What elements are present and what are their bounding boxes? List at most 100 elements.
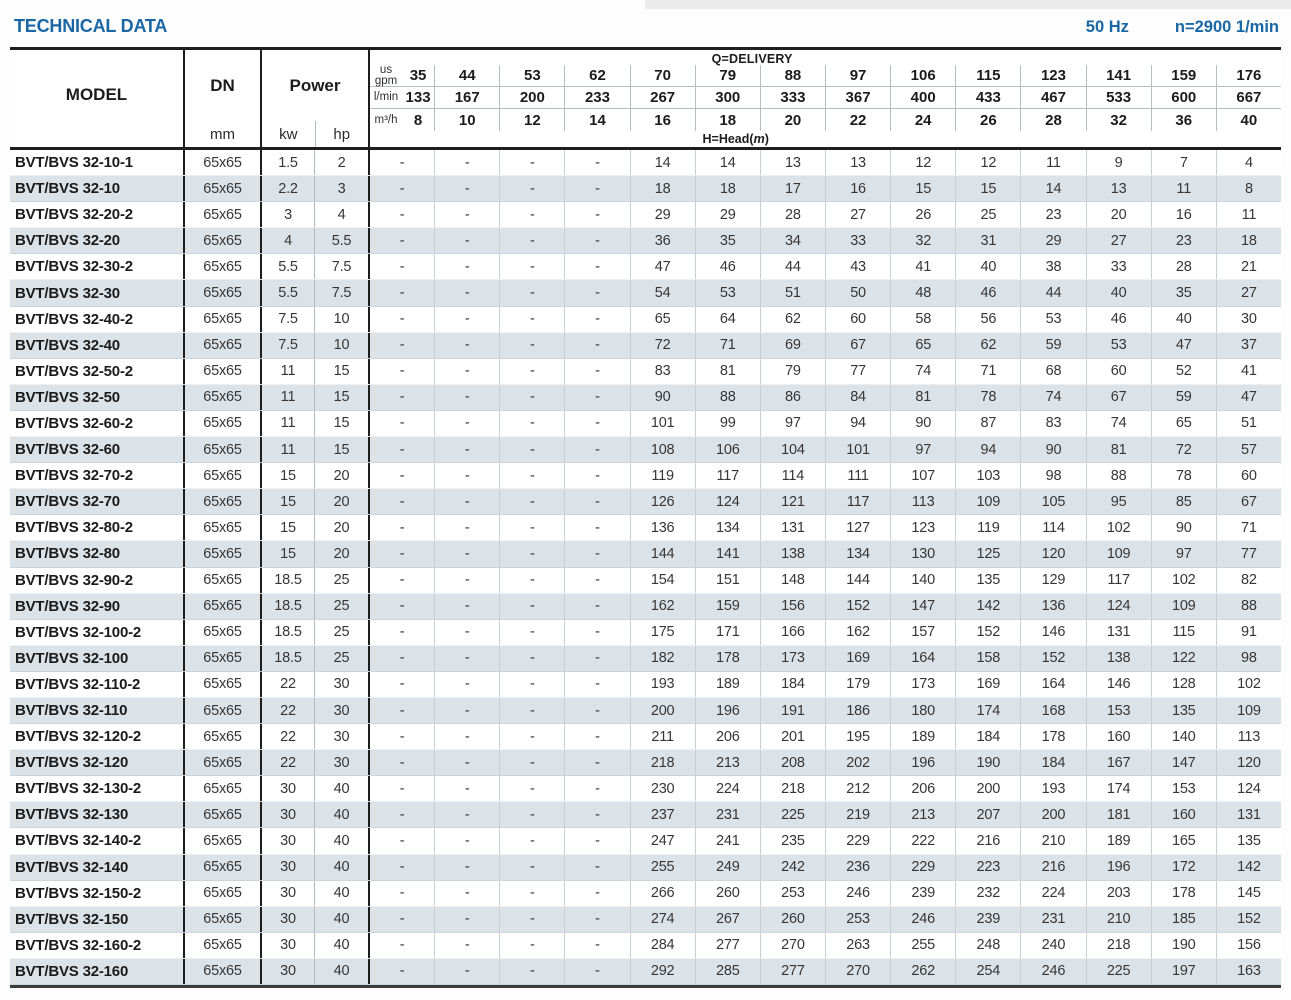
head-cell: 59 <box>1021 332 1087 358</box>
table-header: MODEL DN mm Power kw hp Q=DELIVERY us gp… <box>10 50 1281 150</box>
head-cell: 138 <box>761 541 826 567</box>
head-cell: 172 <box>1152 854 1217 880</box>
head-cell: 53 <box>1087 332 1152 358</box>
head-cell: 148 <box>761 567 826 593</box>
unit-value-cell: 106 <box>891 65 957 86</box>
head-cell: - <box>435 750 501 776</box>
head-cell: 74 <box>891 358 957 384</box>
head-cell: 270 <box>761 932 826 958</box>
head-cell: - <box>435 619 501 645</box>
unit-value: 16 <box>654 111 671 129</box>
head-cell: 292 <box>631 958 696 984</box>
model-cell: BVT/BVS 32-100-2 <box>10 619 185 645</box>
unit-value: 88 <box>784 67 802 84</box>
head-cell: - <box>565 802 631 828</box>
head-cell: 51 <box>761 280 826 306</box>
hp-cell: 40 <box>315 854 370 880</box>
head-cell: - <box>370 880 436 906</box>
unit-value: 12 <box>524 111 541 129</box>
head-cell: - <box>565 228 631 254</box>
hp-cell: 5.5 <box>315 228 370 254</box>
head-cell: 21 <box>1241 258 1257 275</box>
head-cell: 224 <box>1021 880 1087 906</box>
dn-unit-label: mm <box>210 125 235 143</box>
unit-value: 667 <box>1236 89 1262 106</box>
head-cell: 81 <box>1087 437 1152 463</box>
head-cell: - <box>500 593 566 619</box>
model-cell: BVT/BVS 32-60 <box>10 437 185 463</box>
head-cell: - <box>435 410 501 437</box>
model-cell: BVT/BVS 32-160 <box>10 958 185 984</box>
kw-cell: 18.5 <box>262 593 315 619</box>
head-cell: 108 <box>631 437 696 463</box>
hp-cell: 25 <box>315 645 370 671</box>
table-row: BVT/BVS 32-120 65x65 22 30- - - -218 213 208 202 1… <box>10 750 1281 777</box>
unit-value-cell: m³/h 8 <box>370 109 436 131</box>
head-cell: - <box>370 619 436 645</box>
head-cell: - <box>370 489 436 515</box>
head-cell: 64 <box>696 306 761 332</box>
hp-cell: 40 <box>315 906 370 932</box>
head-cell: 266 <box>631 880 696 906</box>
kw-cell: 18.5 <box>262 567 315 593</box>
table-row: BVT/BVS 32-60-2 65x65 11 15- - - -101 99 97 94 90 8… <box>10 410 1281 438</box>
unit-value: 133 <box>405 89 431 106</box>
table-row: BVT/BVS 32-150 65x65 30 40- - - -274 267 260 253 2… <box>10 906 1281 933</box>
head-cell: 235 <box>761 828 826 854</box>
dn-cell: 65x65 <box>185 384 262 410</box>
unit-value: 53 <box>524 67 541 84</box>
hp-cell: 40 <box>315 828 370 854</box>
dn-cell: 65x65 <box>185 776 262 802</box>
head-cell: 284 <box>631 932 696 958</box>
head-cell: 218 <box>631 750 696 776</box>
unit-value: 97 <box>849 67 867 84</box>
power-header-label: Power <box>289 75 341 95</box>
head-cell: 74 <box>1021 384 1087 410</box>
dn-cell: 65x65 <box>185 437 262 463</box>
head-cell: 59 <box>1152 384 1217 410</box>
unit-value-cell: 600 <box>1152 87 1217 108</box>
head-cell: - <box>370 515 436 541</box>
unit-value: 267 <box>650 89 676 106</box>
unit-value-cell: 32 <box>1087 109 1152 131</box>
hp-cell: 40 <box>315 932 370 958</box>
model-cell: BVT/BVS 32-120 <box>10 750 185 776</box>
model-cell: BVT/BVS 32-90 <box>10 593 185 619</box>
kw-cell: 22 <box>262 750 315 776</box>
hp-cell: 40 <box>315 880 370 906</box>
head-cell: 165 <box>1152 828 1217 854</box>
head-cell: 25 <box>956 202 1022 228</box>
head-cell: 113 <box>1237 728 1261 745</box>
kw-cell: 15 <box>262 541 315 567</box>
model-cell: BVT/BVS 32-150-2 <box>10 880 185 906</box>
head-cell: 136 <box>1021 593 1087 619</box>
unit-value-cell: 88 <box>761 65 826 86</box>
delivery-unit-row: m³/h 8 10 12 14 16 18 20 22 24 26 28 32 36 40 <box>370 109 1281 131</box>
head-cell: - <box>565 697 631 724</box>
head-cell: 47 <box>631 254 696 280</box>
unit-value-cell: 367 <box>826 87 892 108</box>
delivery-unit-row: us gpm 35 44 53 62 70 79 88 97 106 115 123 141 159 176 <box>370 64 1281 87</box>
head-cell: 206 <box>891 776 957 802</box>
unit-value: 141 <box>1106 67 1132 84</box>
head-cell: 138 <box>1087 645 1152 671</box>
head-cell: 267 <box>696 906 761 932</box>
head-cell: 152 <box>1021 645 1087 671</box>
model-cell: BVT/BVS 32-10 <box>10 176 185 202</box>
head-cell: - <box>435 541 501 567</box>
head-cell: 146 <box>1021 619 1087 645</box>
head-cell: 248 <box>956 932 1022 958</box>
head-cell: 84 <box>826 384 892 410</box>
head-cell: 99 <box>696 410 761 437</box>
head-cell: - <box>500 828 566 854</box>
unit-value-cell: 97 <box>826 65 892 86</box>
head-cell: 14 <box>1021 176 1087 202</box>
head-cell: 134 <box>826 541 892 567</box>
head-cell: 77 <box>1241 545 1257 562</box>
head-cell: - <box>565 567 631 593</box>
head-cell: 146 <box>1087 671 1152 697</box>
hp-cell: 3 <box>315 176 370 202</box>
head-cell: 44 <box>1021 280 1087 306</box>
head-cell: 46 <box>956 280 1022 306</box>
head-cell: - <box>370 254 436 280</box>
